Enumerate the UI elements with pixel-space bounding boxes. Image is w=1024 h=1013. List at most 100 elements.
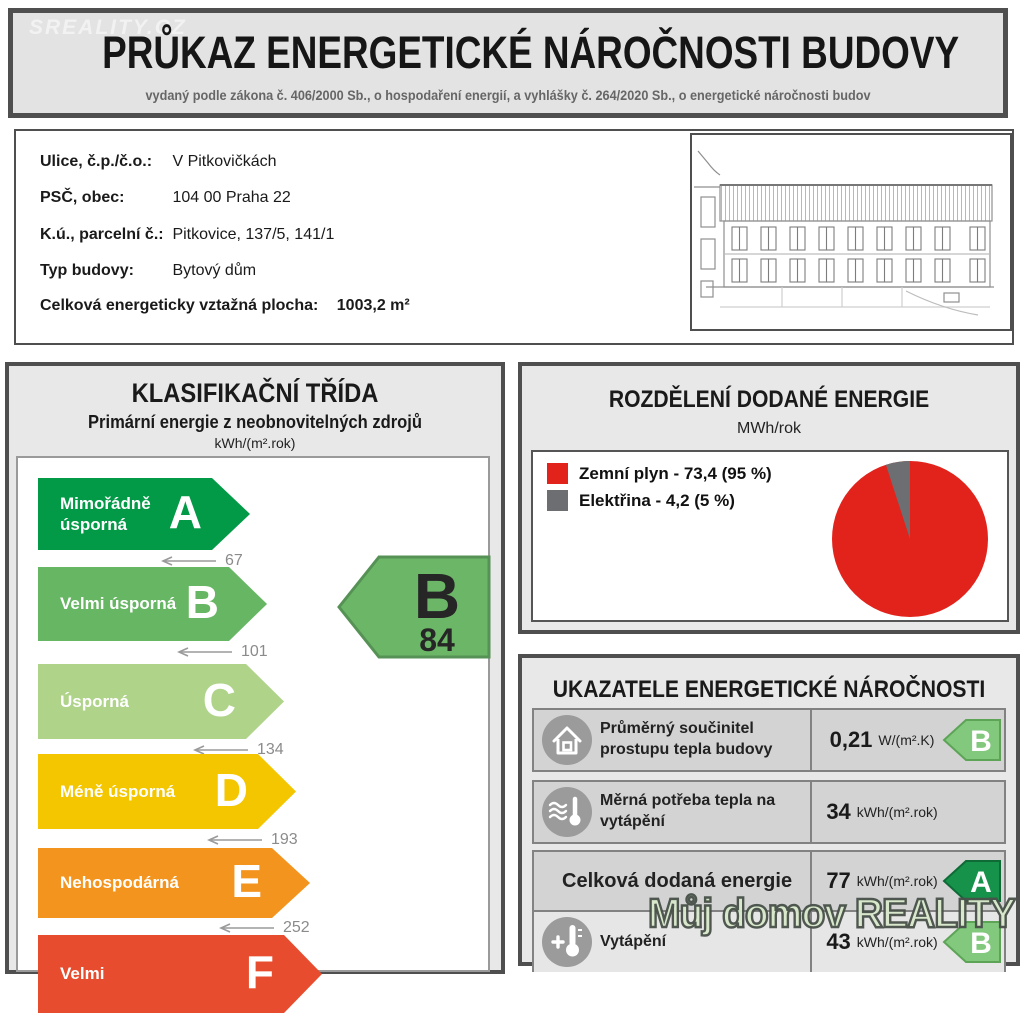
scale-row-label: Mimořádně úsporná xyxy=(60,493,151,534)
indicator-value-cell: 77 kWh/(m².rok) A xyxy=(810,852,1004,910)
scale-row-d: Méně úsporná D xyxy=(38,754,296,829)
threshold-67: 67 xyxy=(158,552,243,569)
building-rating-arrow: B 84 xyxy=(337,555,491,659)
legend-item-electricity: Elektřina - 4,2 (5 %) xyxy=(547,490,735,511)
scale-row-f: Velmi F xyxy=(38,935,322,1013)
indicator-row-total-energy: Celková dodaná energie 77 kWh/(m².rok) A xyxy=(534,852,1004,912)
grade-a-arrow: A xyxy=(942,860,1001,902)
scale-row-label: Velmi xyxy=(60,964,105,984)
reality-watermark: Můj domov REALITY xyxy=(647,889,1017,938)
scale-row-letter: A xyxy=(168,485,202,538)
scale-row-label: Nehospodárná xyxy=(60,873,180,893)
grade-b-arrow: B xyxy=(942,921,1001,963)
grade-b-arrow: B xyxy=(942,719,1001,761)
classification-panel: KLASIFIKAČNÍ TŘÍDA Primární energie z ne… xyxy=(5,362,505,974)
field-value: Bytový dům xyxy=(172,262,257,279)
energy-indicators-panel: UKAZATELE ENERGETICKÉ NÁROČNOSTI Průměrn… xyxy=(518,654,1020,972)
scale-row-letter: E xyxy=(231,854,262,907)
legend-label: Zemní plyn - 73,4 (95 %) xyxy=(579,463,772,483)
indicator-row-heating: Vytápění 43 kWh/(m².rok) B xyxy=(534,912,1004,972)
field-label: PSČ, obec: xyxy=(40,189,125,206)
field-label: Celková energeticky vztažná plocha: xyxy=(40,297,319,314)
indicator-unit: kWh/(m².rok) xyxy=(856,873,938,889)
indicator-value: 0,21 xyxy=(829,727,873,752)
scale-row-letter: C xyxy=(202,673,236,726)
scale-row-label: Méně úsporná xyxy=(60,781,176,801)
left-arrow-icon xyxy=(177,647,232,657)
indicator-row-heat-transfer: Průměrný součinitel prostupu tepla budov… xyxy=(532,708,1006,772)
indicator-label: Vytápění xyxy=(600,932,667,950)
field-value: 1003,2 m² xyxy=(336,297,410,314)
indicator-value-cell: 43 kWh/(m².rok) B xyxy=(810,912,1004,972)
scale-row-letter: B xyxy=(185,575,219,628)
sreality-watermark: SREALITY.CZ xyxy=(29,16,187,39)
left-arrow-icon xyxy=(193,745,248,755)
scale-row-letter: F xyxy=(245,945,274,998)
legend-swatch-gray xyxy=(547,490,568,511)
heat-demand-icon xyxy=(542,787,592,837)
pie-slice-electricity xyxy=(885,460,910,539)
scale-row-label: Úsporná xyxy=(60,691,129,711)
page-subtitle: vydaný podle zákona č. 406/2000 Sb., o h… xyxy=(145,88,871,103)
certificate-header: SREALITY.CZ PRŮKAZ ENERGETICKÉ NÁROČNOST… xyxy=(8,8,1008,118)
indicator-unit: W/(m².K) xyxy=(878,732,935,748)
scale-row-a: Mimořádně úsporná A xyxy=(38,478,250,550)
indicator-value-cell: 34 kWh/(m².rok) xyxy=(810,782,1004,842)
indicator-unit: kWh/(m².rok) xyxy=(856,934,938,950)
indicator-unit: kWh/(m².rok) xyxy=(856,804,938,820)
info-row-street: Ulice, č.p./č.o.: V Pitkovičkách xyxy=(40,153,277,171)
info-row-type: Typ budovy: Bytový dům xyxy=(40,262,256,280)
heating-icon xyxy=(542,917,592,967)
field-label: Ulice, č.p./č.o.: xyxy=(40,153,153,170)
threshold-252: 252 xyxy=(216,919,310,936)
distribution-chart-box: Zemní plyn - 73,4 (95 %) Elektřina - 4,2… xyxy=(531,450,1009,622)
classification-subtitle: Primární energie z neobnovitelných zdroj… xyxy=(87,412,423,432)
indicator-value: 43 xyxy=(826,929,851,954)
field-label: Typ budovy: xyxy=(40,262,134,279)
house-icon xyxy=(542,715,592,765)
indicator-row-heat-demand: Měrná potřeba tepla na vytápění 34 kWh/(… xyxy=(532,780,1006,844)
field-label: K.ú., parcelní č.: xyxy=(40,226,164,243)
scale-row-c: Úsporná C xyxy=(38,664,284,739)
indicators-title: UKAZATELE ENERGETICKÉ NÁROČNOSTI xyxy=(552,676,986,703)
field-value: Pitkovice, 137/5, 141/1 xyxy=(172,226,335,243)
building-elevation-drawing xyxy=(694,150,994,316)
info-row-parcel: K.ú., parcelní č.: Pitkovice, 137/5, 141… xyxy=(40,226,334,244)
legend-item-gas: Zemní plyn - 73,4 (95 %) xyxy=(547,463,772,484)
scale-row-label: Velmi úsporná xyxy=(60,594,177,614)
indicator-value: 34 xyxy=(826,799,851,824)
energy-pie-chart xyxy=(832,460,988,617)
field-value: V Pitkovičkách xyxy=(172,153,277,170)
building-windows xyxy=(731,226,986,283)
threshold-value: 101 xyxy=(241,643,268,660)
left-arrow-icon xyxy=(161,556,216,566)
info-row-city: PSČ, obec: 104 00 Praha 22 xyxy=(40,189,291,207)
icon-cell xyxy=(534,782,600,842)
threshold-value: 193 xyxy=(271,831,298,848)
threshold-value: 252 xyxy=(283,919,310,936)
scale-row-e: Nehospodárná E xyxy=(38,848,310,918)
building-drawing-box xyxy=(690,133,1012,331)
threshold-value: 134 xyxy=(257,741,284,758)
threshold-value: 67 xyxy=(225,552,243,569)
classification-scale: Mimořádně úsporná A 67 Velmi úsporná B 1… xyxy=(16,456,490,972)
indicator-label: Celková dodaná energie xyxy=(562,870,793,892)
distribution-unit: MWh/rok xyxy=(737,420,801,437)
icon-cell xyxy=(534,912,600,972)
energy-distribution-panel: ROZDĚLENÍ DODANÉ ENERGIE MWh/rok Zemní p… xyxy=(518,362,1020,634)
classification-title: KLASIFIKAČNÍ TŘÍDA xyxy=(131,378,379,408)
threshold-134: 134 xyxy=(190,741,284,758)
legend-swatch-red xyxy=(547,463,568,484)
indicator-label: Měrná potřeba tepla na vytápění xyxy=(600,792,776,830)
threshold-101: 101 xyxy=(174,643,268,660)
grade-letter: A xyxy=(970,866,992,899)
scale-row-letter: D xyxy=(214,763,248,816)
scale-row-b: Velmi úsporná B xyxy=(38,567,267,641)
indicator-value-cell: 0,21 W/(m².K) B xyxy=(810,710,1004,770)
indicator-label: Průměrný součinitel prostupu tepla budov… xyxy=(600,720,773,758)
rating-letter: B xyxy=(414,560,460,632)
energy-certificate-page: { "watermarks": { "sreality": "SREALITY.… xyxy=(5,8,1020,972)
threshold-193: 193 xyxy=(204,831,298,848)
distribution-title: ROZDĚLENÍ DODANÉ ENERGIE xyxy=(608,386,930,413)
page-title: PRŮKAZ ENERGETICKÉ NÁROČNOSTI BUDOVY xyxy=(102,27,960,78)
